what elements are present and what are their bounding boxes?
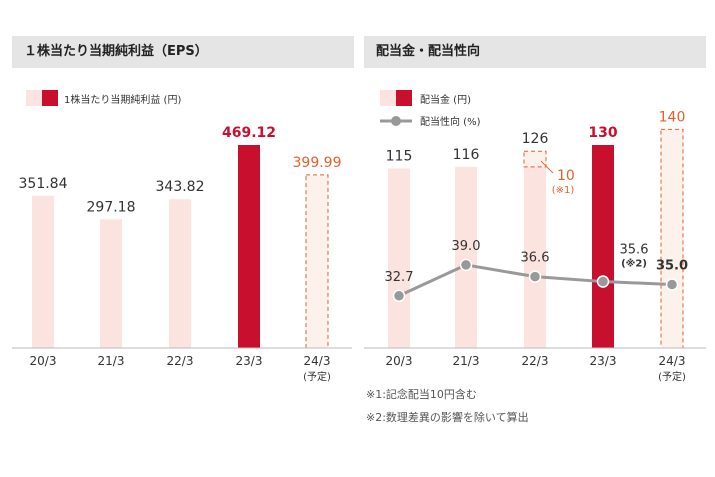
eps-x-tick-4: 24/3: [304, 354, 331, 368]
payout-value-label-2: 36.6: [521, 251, 550, 266]
div-legend-swatch-light: [380, 90, 396, 106]
eps-value-label-0: 351.84: [19, 176, 68, 192]
eps-x-tick-3: 23/3: [236, 354, 263, 368]
payout-point-1: [459, 258, 473, 272]
payout-point-4: [665, 278, 679, 291]
div-x-tick-note-4: (予定): [658, 370, 686, 383]
div-x-tick-0: 20/3: [386, 354, 413, 368]
div-value-label-0: 115: [386, 148, 413, 164]
eps-bar-4: [305, 174, 329, 349]
payout-note-label: (※2): [621, 258, 647, 270]
eps-x-tick-0: 20/3: [30, 354, 57, 368]
footnote-1: ※1:記念配当10円含む: [366, 388, 477, 401]
div-bar-2: [524, 166, 546, 348]
footnote-2: ※2:数理差異の影響を除いて算出: [366, 411, 529, 424]
div-bar-4: [660, 128, 684, 349]
eps-bar-0: [32, 195, 54, 348]
eps-x-tick-2: 22/3: [167, 354, 194, 368]
div-commemorative-leader: [540, 160, 554, 174]
eps-value-label-3: 469.12: [222, 125, 276, 141]
div-value-label-2: 126: [522, 131, 549, 147]
eps-value-label-1: 297.18: [87, 199, 136, 215]
payout-value-label-0: 32.7: [385, 270, 414, 285]
div-x-tick-2: 22/3: [522, 354, 549, 368]
div-commemorative-label: 10: [557, 168, 575, 184]
div-x-tick-4: 24/3: [659, 354, 686, 368]
div-legend-line-label: 配当性向 (%): [420, 115, 481, 128]
eps-panel-title: １株当たり当期純利益（EPS）: [12, 36, 354, 68]
payout-value-label-3: 35.6: [620, 243, 649, 258]
payout-point-2: [528, 270, 542, 283]
div-commemorative-note: (※1): [552, 185, 575, 196]
div-value-label-3: 130: [588, 125, 617, 141]
div-value-label-1: 116: [453, 147, 480, 163]
div-bar-1: [455, 166, 477, 348]
payout-point-3: [596, 275, 610, 288]
eps-value-label-2: 343.82: [156, 179, 205, 195]
div-bar-0: [388, 168, 410, 348]
div-legend-swatch-accent: [396, 90, 412, 106]
div-bar-commemorative-segment: [523, 150, 547, 168]
eps-bar-3: [238, 145, 260, 348]
payout-point-0: [392, 289, 406, 303]
eps-value-label-4: 399.99: [293, 155, 342, 171]
div-legend-bar-label: 配当金 (円): [420, 93, 471, 106]
div-bar-3: [592, 145, 614, 348]
eps-bar-1: [100, 219, 122, 348]
eps-bar-2: [169, 199, 191, 348]
eps-legend-label: 1株当たり当期純利益 (円): [64, 93, 181, 106]
payout-value-label-1: 39.0: [452, 239, 481, 254]
div-value-label-4: 140: [659, 109, 686, 125]
eps-x-tick-note-4: (予定): [303, 370, 331, 383]
div-x-tick-1: 21/3: [453, 354, 480, 368]
div-x-tick-3: 23/3: [590, 354, 617, 368]
eps-x-tick-1: 21/3: [98, 354, 125, 368]
dividend-panel-title: 配当金・配当性向: [364, 36, 706, 68]
eps-legend-swatch-accent: [42, 90, 58, 106]
div-legend-marker: [391, 116, 401, 126]
payout-value-label-4: 35.0: [656, 259, 688, 274]
eps-legend-swatch-light: [26, 90, 42, 106]
